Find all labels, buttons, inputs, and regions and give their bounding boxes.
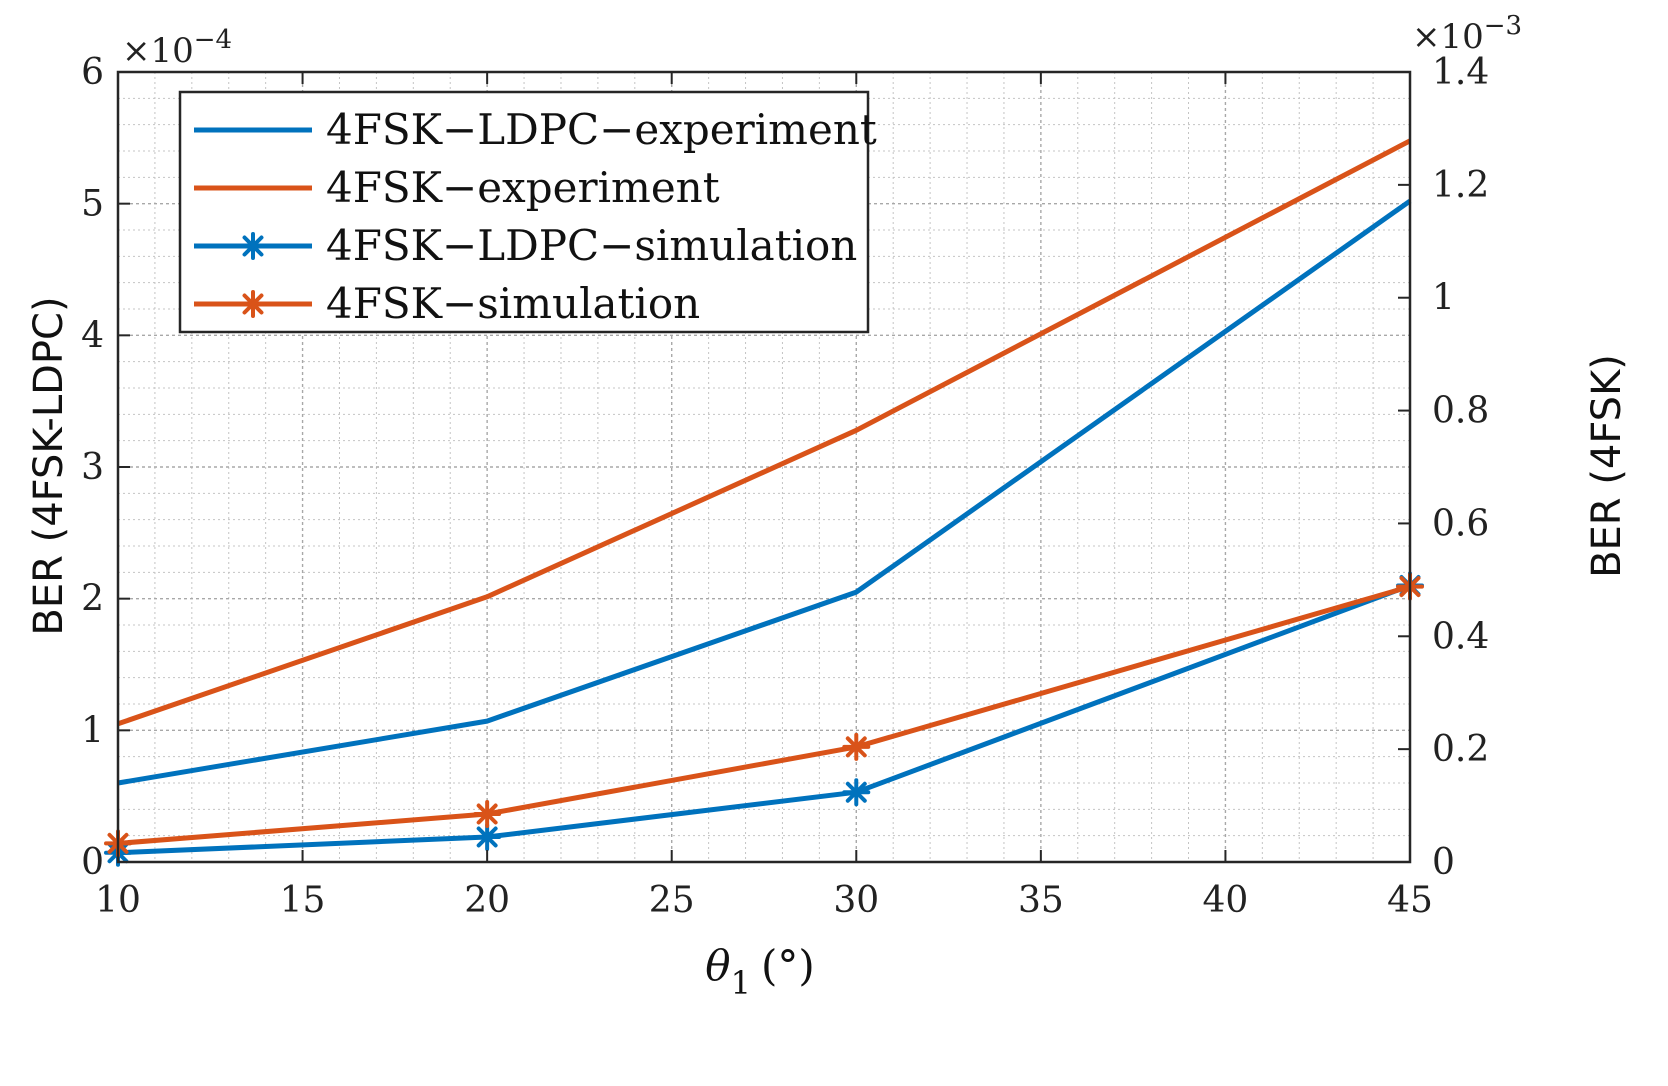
legend-label: 4FSK−experiment	[326, 163, 720, 212]
series-line	[117, 198, 1412, 786]
series-line	[117, 583, 1411, 856]
x-tick-label: 25	[649, 880, 695, 921]
y-right-tick-label: 1.2	[1432, 165, 1489, 206]
right-axis-exponent: ×10−3	[1412, 11, 1522, 57]
data-point	[473, 822, 502, 851]
legend-label: 4FSK−simulation	[326, 279, 700, 328]
legend-entry-1: 4FSK−LDPC−experiment	[194, 105, 877, 154]
legend-entry-4: 4FSK−simulation	[194, 279, 700, 328]
y-left-tick-label: 1	[81, 710, 104, 751]
series-1	[117, 198, 1412, 786]
y-left-tick-labels: 0 1 2 3 4 5 6	[81, 52, 104, 883]
y-left-tick-label: 5	[81, 184, 104, 225]
series-line	[117, 584, 1411, 846]
y-right-tick-label: 0.6	[1432, 503, 1489, 544]
legend-marker	[239, 290, 267, 318]
y-right-tick-label: 1	[1432, 278, 1455, 319]
x-tick-label: 40	[1203, 880, 1249, 921]
y-right-tick-label: 1.4	[1432, 52, 1489, 93]
y-left-axis-title: BER (4FSK-LDPC)	[26, 296, 72, 635]
x-tick-label: 30	[833, 880, 879, 921]
series-2	[117, 138, 1412, 727]
tick-marks	[117, 71, 1411, 863]
data-point	[473, 800, 502, 829]
x-tick-label: 35	[1018, 880, 1064, 921]
legend: 4FSK−LDPC−experiment 4FSK−experiment 4FSK−…	[178, 90, 877, 334]
x-axis-title: θ1 (°)	[705, 941, 814, 1002]
y-left-tick-label: 4	[81, 315, 104, 356]
x-tick-label: 10	[95, 880, 141, 921]
legend-label: 4FSK−LDPC−experiment	[326, 105, 877, 154]
y-right-tick-labels: 0 0.2 0.4 0.6 0.8 1 1.2 1.4	[1432, 52, 1489, 883]
x-tick-label: 45	[1387, 880, 1433, 921]
y-left-tick-label: 3	[81, 447, 104, 488]
x-tick-label: 20	[464, 880, 510, 921]
series-line	[117, 138, 1412, 727]
left-axis-exponent: ×10−4	[122, 25, 232, 71]
y-right-tick-label: 0.4	[1432, 616, 1489, 657]
data-point	[842, 778, 871, 807]
data-point	[842, 732, 871, 761]
y-right-tick-label: 0.8	[1432, 391, 1489, 432]
x-tick-label: 15	[280, 880, 326, 921]
series-layer	[104, 138, 1424, 867]
y-right-tick-label: 0	[1432, 842, 1455, 883]
y-left-tick-label: 2	[81, 579, 104, 620]
legend-marker	[239, 232, 267, 260]
legend-label: 4FSK−LDPC−simulation	[326, 221, 857, 270]
y-left-tick-label: 6	[81, 52, 104, 93]
y-left-tick-label: 0	[81, 842, 104, 883]
major-grid	[118, 72, 1410, 862]
x-tick-labels: 10 15 20 25 30 35 40 45	[95, 880, 1433, 921]
legend-entry-2: 4FSK−experiment	[194, 163, 720, 212]
y-right-tick-label: 0.2	[1432, 729, 1489, 770]
legend-entry-3: 4FSK−LDPC−simulation	[194, 221, 857, 270]
y-right-axis-title: BER (4FSK)	[1584, 354, 1630, 578]
